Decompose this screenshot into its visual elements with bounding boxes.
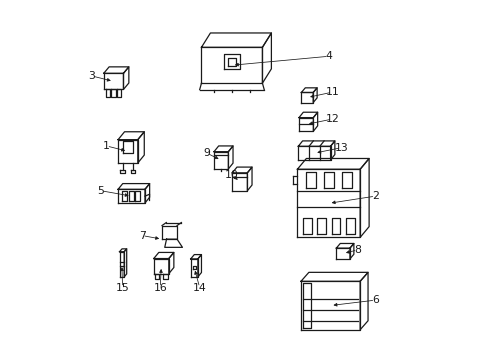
Text: 16: 16 xyxy=(153,283,167,293)
Text: 14: 14 xyxy=(192,283,206,293)
Text: 3: 3 xyxy=(88,71,95,81)
Text: 9: 9 xyxy=(203,148,210,158)
Text: 13: 13 xyxy=(334,143,347,153)
Text: 15: 15 xyxy=(116,283,129,293)
Text: 8: 8 xyxy=(353,245,360,255)
Text: 10: 10 xyxy=(224,170,239,180)
Text: 2: 2 xyxy=(371,191,378,201)
Text: 6: 6 xyxy=(371,295,378,305)
Text: 12: 12 xyxy=(325,114,339,124)
Text: 11: 11 xyxy=(325,87,339,97)
Text: 7: 7 xyxy=(139,231,145,240)
Text: 4: 4 xyxy=(325,51,331,61)
Text: 1: 1 xyxy=(103,141,110,151)
Text: 5: 5 xyxy=(98,186,104,196)
